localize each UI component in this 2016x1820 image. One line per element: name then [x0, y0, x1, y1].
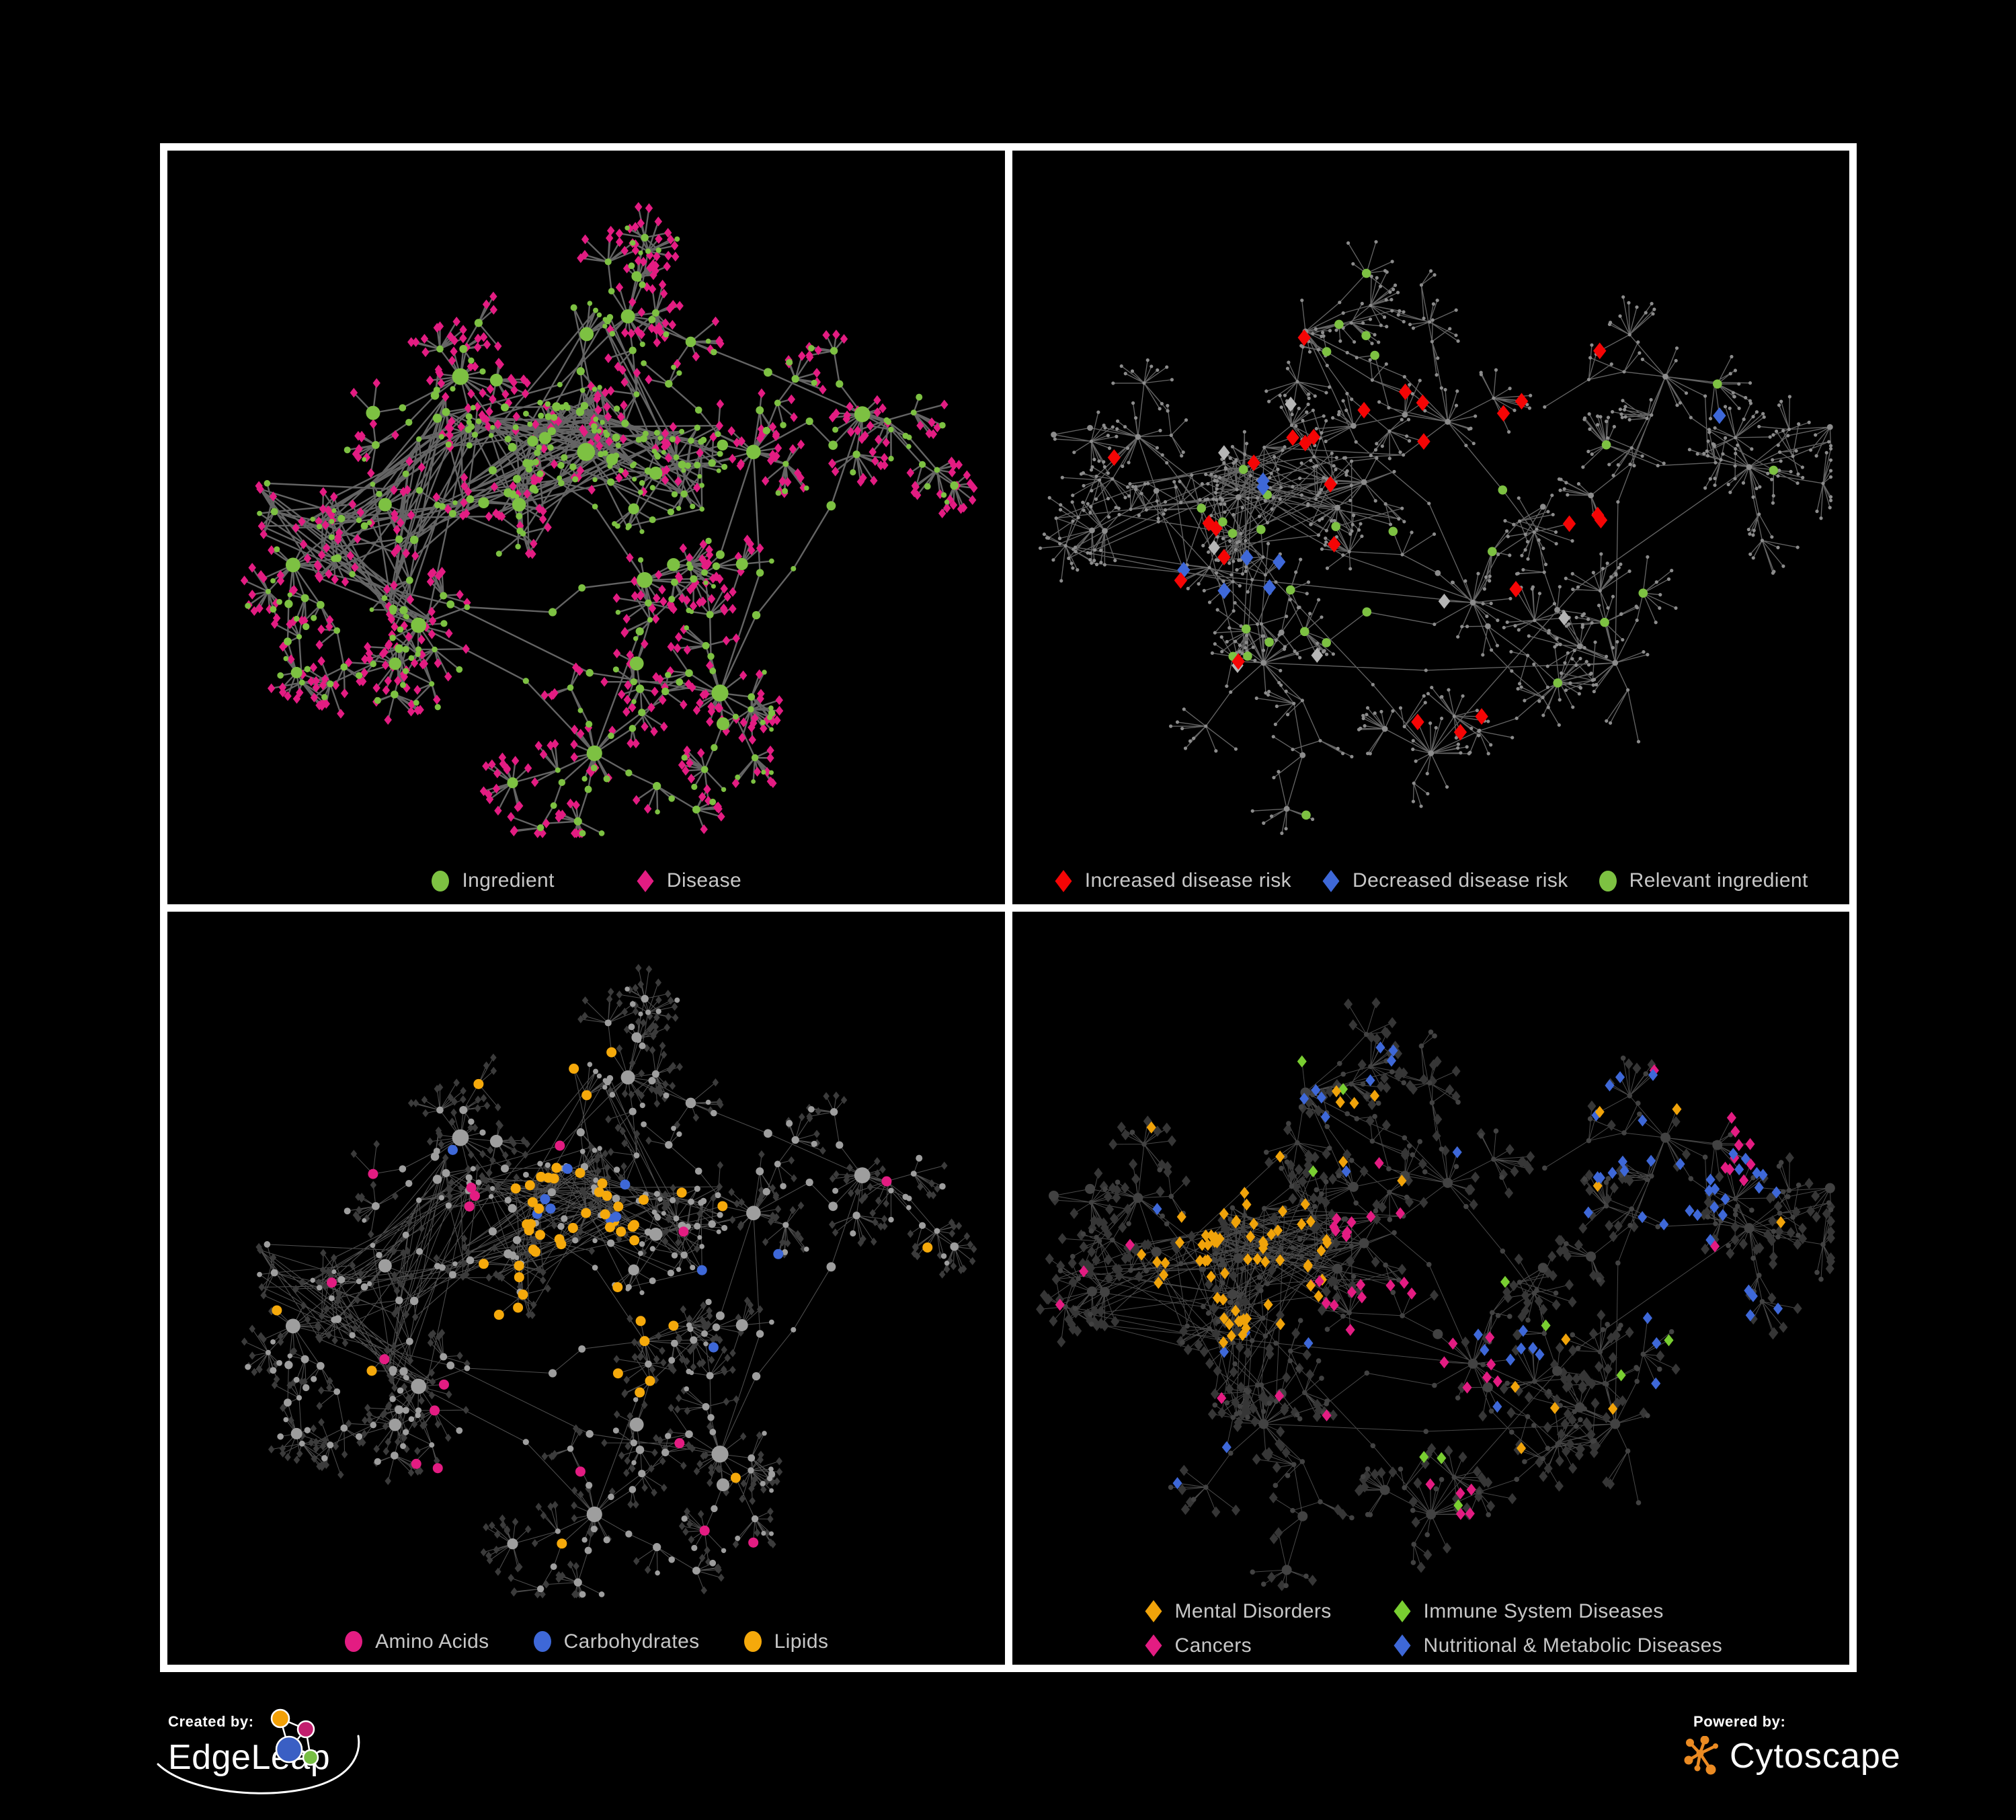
legend-swatch-diamond-icon — [1394, 1600, 1410, 1622]
legend-item-ingredient: Ingredient — [430, 869, 554, 894]
network-graph-disease-classes — [1035, 996, 1835, 1591]
legend-item-cancers: Cancers — [1143, 1633, 1392, 1658]
legend-swatch-diamond-icon — [637, 869, 654, 892]
legend-item-lipids: Lipids — [743, 1629, 829, 1654]
powered-by-block: Powered by: — [1684, 1713, 1993, 1814]
legend-swatch-circle-icon — [743, 1631, 762, 1652]
figure-frame: Ingredient Disease Increased disease risk… — [160, 143, 1857, 1672]
legend-swatch-circle-icon — [345, 1631, 363, 1652]
network-graph-disease-risk — [1038, 240, 1833, 835]
legend-label: Carbohydrates — [563, 1630, 700, 1653]
legend-item-disease: Disease — [635, 869, 741, 894]
legend-label: Ingredient — [462, 869, 555, 892]
legend-item-decreased-disease-risk: Decreased disease risk — [1321, 869, 1568, 894]
legend-disease-classes: Mental Disorders Immune System Diseases Ca… — [1143, 1599, 1723, 1658]
legend-item-mental-disorders: Mental Disorders — [1143, 1599, 1392, 1624]
legend-label: Mental Disorders — [1174, 1599, 1332, 1622]
legend-label: Relevant ingredient — [1629, 869, 1808, 892]
edgeleap-logo-icon — [157, 1708, 360, 1794]
edgeleap-node-blue — [275, 1735, 303, 1764]
edgeleap-node-green — [302, 1749, 319, 1766]
legend-swatch-circle-icon — [432, 870, 450, 892]
legend-ingredient-disease: Ingredient Disease — [167, 869, 1005, 894]
edgeleap-swoosh — [157, 1735, 360, 1794]
legend-disease-risk: Increased disease risk Decreased disease … — [1012, 869, 1850, 894]
legend-swatch-diamond-icon — [1055, 869, 1072, 892]
panel-nutrient-classes: Amino Acids Carbohydrates Lipids — [167, 911, 1005, 1665]
edgeleap-node-magenta — [296, 1720, 315, 1739]
network-graph-nutrient-classes — [241, 963, 977, 1598]
legend-label: Decreased disease risk — [1353, 869, 1568, 892]
created-by-block: Created by: EdgeLeap — [157, 1708, 457, 1814]
edgeleap-node-orange — [270, 1708, 290, 1729]
legend-item-nutritional-metabolic-diseases: Nutritional & Metabolic Diseases — [1392, 1633, 1723, 1658]
legend-label: Disease — [666, 869, 742, 892]
cytoscape-brand-text: Cytoscape — [1730, 1737, 1901, 1776]
legend-item-carbohydrates: Carbohydrates — [532, 1629, 700, 1654]
network-graph-ingredient-disease — [240, 202, 978, 838]
legend-label: Immune System Diseases — [1423, 1599, 1664, 1622]
legend-swatch-circle-icon — [1599, 870, 1617, 892]
panel-disease-risk: Increased disease risk Decreased disease … — [1012, 151, 1850, 904]
legend-item-increased-disease-risk: Increased disease risk — [1053, 869, 1291, 894]
legend-label: Increased disease risk — [1084, 869, 1292, 892]
legend-swatch-diamond-icon — [1394, 1634, 1410, 1657]
legend-item-relevant-ingredient: Relevant ingredient — [1598, 869, 1808, 894]
legend-item-amino-acids: Amino Acids — [344, 1629, 489, 1654]
legend-label: Nutritional & Metabolic Diseases — [1423, 1634, 1723, 1657]
legend-nutrient-classes: Amino Acids Carbohydrates Lipids — [167, 1629, 1005, 1654]
panel-disease-classes: Mental Disorders Immune System Diseases Ca… — [1012, 911, 1849, 1665]
legend-item-immune-system-diseases: Immune System Diseases — [1392, 1599, 1723, 1624]
legend-swatch-diamond-icon — [1145, 1634, 1162, 1657]
cytoscape-logo-icon — [1684, 1736, 1718, 1775]
legend-swatch-diamond-icon — [1145, 1600, 1162, 1622]
legend-label: Cancers — [1174, 1634, 1252, 1657]
created-by-label: Created by: — [168, 1713, 254, 1730]
legend-label: Amino Acids — [375, 1630, 489, 1653]
legend-swatch-diamond-icon — [1322, 869, 1340, 892]
legend-swatch-circle-icon — [533, 1631, 551, 1652]
legend-label: Lipids — [774, 1630, 829, 1653]
panel-ingredient-disease: Ingredient Disease — [167, 151, 1005, 904]
powered-by-label: Powered by: — [1693, 1713, 1786, 1730]
